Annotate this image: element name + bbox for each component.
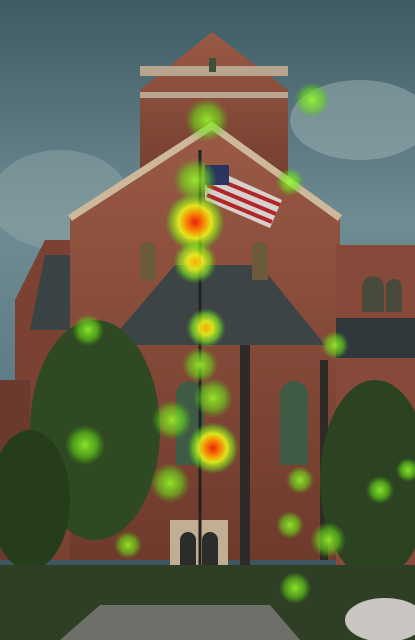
heat-spot: [114, 531, 142, 559]
heat-spot: [182, 347, 218, 383]
heat-spot: [186, 308, 226, 348]
window: [362, 276, 402, 312]
heat-spot: [152, 400, 192, 440]
heat-spot: [279, 572, 311, 604]
window: [280, 381, 308, 465]
heat-spot: [396, 458, 415, 482]
roof: [336, 318, 415, 358]
buttress: [240, 345, 250, 565]
heat-spot: [173, 240, 217, 284]
heat-spot: [310, 522, 346, 558]
roof: [30, 255, 70, 330]
roof: [115, 265, 325, 345]
heat-spot: [72, 314, 104, 346]
flowers: [345, 598, 415, 640]
heat-spot: [165, 192, 225, 252]
heat-spot: [187, 422, 239, 474]
heat-spot: [173, 158, 217, 202]
heat-spot: [193, 378, 233, 418]
heat-spot: [276, 511, 304, 539]
heat-spot: [65, 425, 105, 465]
tree: [320, 380, 415, 580]
window: [140, 242, 156, 280]
heatmap: [65, 82, 415, 604]
window: [209, 58, 216, 72]
heat-spot: [150, 463, 190, 503]
heat-spot: [185, 98, 229, 142]
window: [252, 242, 268, 280]
door: [180, 532, 218, 565]
heat-spot: [294, 82, 330, 118]
tree: [0, 430, 70, 570]
path: [60, 605, 300, 640]
heat-spot: [321, 331, 349, 359]
heat-spot: [286, 466, 314, 494]
heat-spot: [366, 476, 394, 504]
tower-band: [140, 92, 288, 98]
heat-spot: [276, 168, 304, 196]
